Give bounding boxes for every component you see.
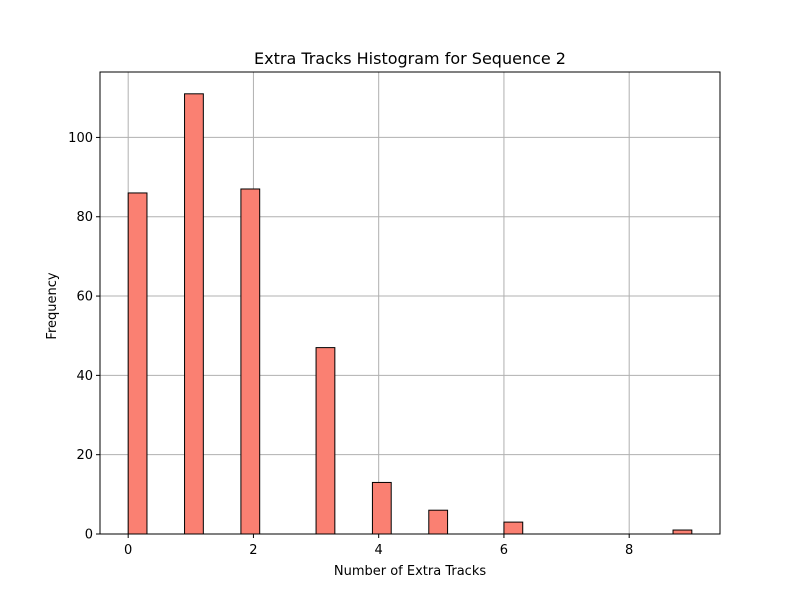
x-tick-label: 0	[124, 543, 132, 558]
x-tick-label: 2	[249, 543, 257, 558]
x-tick-label: 4	[375, 543, 383, 558]
y-tick-label: 60	[76, 290, 93, 305]
histogram-bar	[184, 93, 204, 535]
bars	[127, 93, 693, 535]
histogram-bar	[428, 509, 449, 535]
y-tick-label: 40	[76, 369, 93, 384]
y-tick-label: 0	[85, 528, 93, 543]
x-tick-label: 8	[625, 543, 633, 558]
y-tick-label: 80	[76, 210, 93, 225]
histogram-bar	[127, 192, 148, 535]
y-tick-label: 100	[68, 131, 93, 146]
y-axis-label: Frequency	[45, 272, 60, 339]
histogram-bar	[672, 529, 693, 535]
x-axis-label: Number of Extra Tracks	[334, 564, 486, 579]
plot-frame	[99, 71, 721, 535]
y-tick-label: 20	[76, 448, 93, 463]
histogram-bar	[503, 521, 524, 535]
histogram-bar	[315, 347, 336, 535]
chart-title: Extra Tracks Histogram for Sequence 2	[254, 49, 566, 68]
x-tick-label: 6	[500, 543, 508, 558]
histogram-bar	[240, 188, 261, 535]
histogram-bar	[371, 481, 392, 535]
